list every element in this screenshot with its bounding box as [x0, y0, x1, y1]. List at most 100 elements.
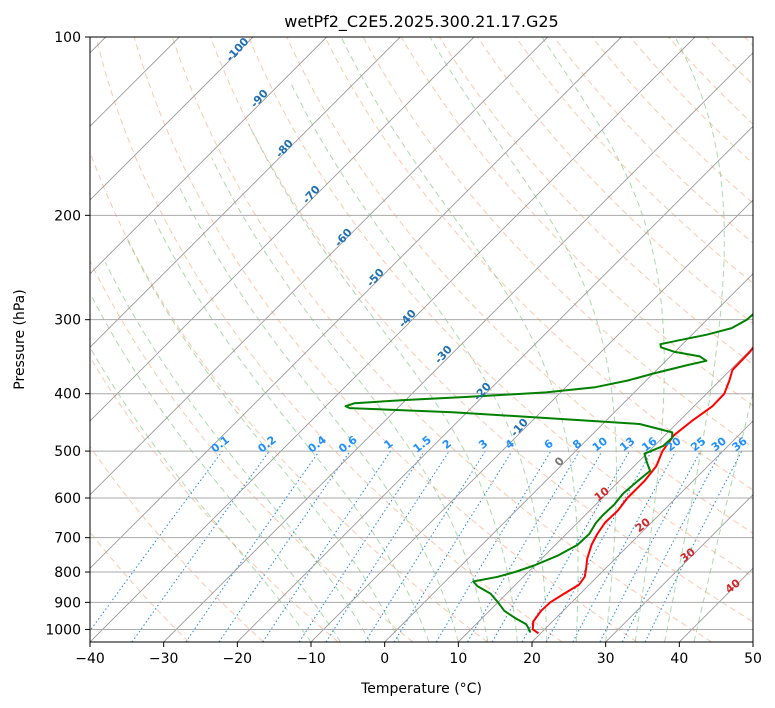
dry-adiabat-label: -90 — [248, 87, 271, 111]
y-tick-label: 500 — [54, 444, 81, 460]
dry-adiabat-label: -70 — [300, 183, 323, 207]
mixing-ratio-label: 2 — [440, 437, 454, 452]
dry-adiabat — [324, 37, 753, 491]
isotherm — [90, 37, 622, 569]
y-tick-label: 600 — [54, 491, 81, 507]
dry-adiabat-label: -10 — [508, 416, 531, 440]
isotherm — [90, 37, 696, 642]
plot-frame — [89, 36, 754, 643]
isotherm — [531, 420, 753, 642]
x-tick-label: 10 — [449, 651, 467, 667]
dry-adiabat — [90, 259, 414, 642]
moist-adiabat — [90, 292, 341, 642]
dry-adiabat-label: -60 — [332, 226, 355, 250]
dry-adiabat — [477, 37, 753, 325]
mixing-ratio-label: 0.4 — [305, 433, 329, 455]
x-tick-label: 0 — [380, 651, 389, 667]
isotherm — [605, 494, 753, 642]
x-tick-label: −10 — [296, 651, 326, 667]
mixing-ratio-line — [185, 450, 320, 642]
mixing-ratio-line — [298, 450, 425, 642]
dry-adiabat — [90, 445, 264, 642]
moist-adiabat — [127, 239, 400, 642]
dry-adiabat-label: -30 — [432, 343, 455, 367]
isotherm — [236, 125, 753, 642]
mixing-ratio-line — [262, 450, 392, 642]
dry-adiabat — [248, 37, 753, 578]
mixing-ratio-line — [545, 450, 653, 642]
y-tick-label: 400 — [54, 387, 81, 403]
x-tick-label: 30 — [597, 651, 615, 667]
moist-adiabat-label: 30 — [678, 545, 698, 565]
dry-adiabat — [90, 150, 488, 642]
y-tick-label: 100 — [54, 30, 81, 46]
dry-adiabat — [95, 37, 563, 642]
moist-adiabat — [429, 37, 617, 642]
moist-adiabat-label: 20 — [633, 515, 653, 535]
mixing-ratio-line — [599, 450, 701, 642]
moist-adiabat — [247, 123, 518, 642]
isotherm — [310, 199, 753, 642]
x-tick-label: 50 — [744, 651, 762, 667]
dry-adiabat-label: -20 — [471, 380, 494, 404]
temperature-profile — [531, 345, 753, 635]
mixing-ratio-line — [90, 450, 223, 632]
mixing-ratio-line — [572, 450, 677, 642]
dry-adiabat-label: -40 — [396, 307, 419, 331]
dry-adiabat — [171, 37, 712, 642]
x-tick-label: 20 — [523, 651, 541, 667]
dry-adiabat — [210, 37, 753, 623]
mixing-ratio-line — [364, 450, 486, 642]
isotherm — [90, 37, 254, 201]
y-tick-label: 1000 — [45, 622, 81, 638]
mixing-ratio-line — [644, 450, 743, 642]
y-axis: 100 200 300 400 500 600 700 800 900 1000 — [45, 30, 90, 638]
mixing-ratio-label: 6 — [542, 437, 556, 452]
background-lines — [90, 37, 753, 642]
isotherm — [457, 346, 753, 642]
dry-adiabat-label: -50 — [364, 266, 387, 290]
x-tick-label: −30 — [149, 651, 179, 667]
mixing-ratio-line — [467, 450, 580, 642]
series-lines — [344, 313, 753, 635]
moist-adiabat — [664, 37, 725, 642]
moist-adiabat — [290, 83, 548, 642]
mixing-ratio-line — [218, 450, 351, 642]
dry-adiabat — [90, 531, 190, 642]
moist-adiabat — [541, 37, 665, 642]
y-tick-label: 900 — [54, 595, 81, 611]
y-tick-label: 200 — [54, 208, 81, 224]
dry-adiabat — [706, 37, 753, 86]
grid-lines — [90, 37, 753, 642]
dewpoint-profile — [344, 313, 753, 633]
dry-adiabat-label: 0 — [552, 454, 567, 469]
isotherm — [163, 52, 753, 642]
mixing-ratio-line — [131, 450, 270, 642]
dry-adiabat — [515, 37, 753, 284]
dry-adiabat — [553, 37, 753, 244]
isotherm — [90, 37, 475, 422]
dry-adiabat-label: -80 — [273, 137, 296, 161]
x-tick-label: −20 — [223, 651, 253, 667]
moist-adiabat — [90, 346, 312, 642]
moist-adiabat — [179, 187, 459, 642]
dry-adiabat — [744, 37, 753, 47]
isotherm — [752, 641, 753, 642]
isotherm — [90, 37, 328, 275]
chart-title: wetPf2_C2E5.2025.300.21.17.G25 — [284, 12, 558, 32]
dry-adiabat — [133, 37, 638, 642]
moist-adiabat — [151, 215, 430, 642]
isotherm — [384, 273, 753, 642]
x-axis-label: Temperature (°C) — [360, 681, 482, 697]
moist-adiabat — [104, 262, 371, 642]
dry-adiabat — [90, 356, 339, 642]
mixing-ratio-label: 0.1 — [209, 433, 232, 455]
dry-adiabat — [286, 37, 753, 534]
moist-adiabat-label: 40 — [723, 576, 743, 596]
x-tick-label: 40 — [670, 651, 688, 667]
y-tick-label: 300 — [54, 313, 81, 329]
line-labels: 0.1 0.2 0.4 0.6 1 1.5 2 3 4 6 8 10 13 16 20 25 30 36-100-… — [209, 35, 750, 596]
y-tick-label: 800 — [54, 565, 81, 581]
x-tick-label: −40 — [75, 651, 105, 667]
